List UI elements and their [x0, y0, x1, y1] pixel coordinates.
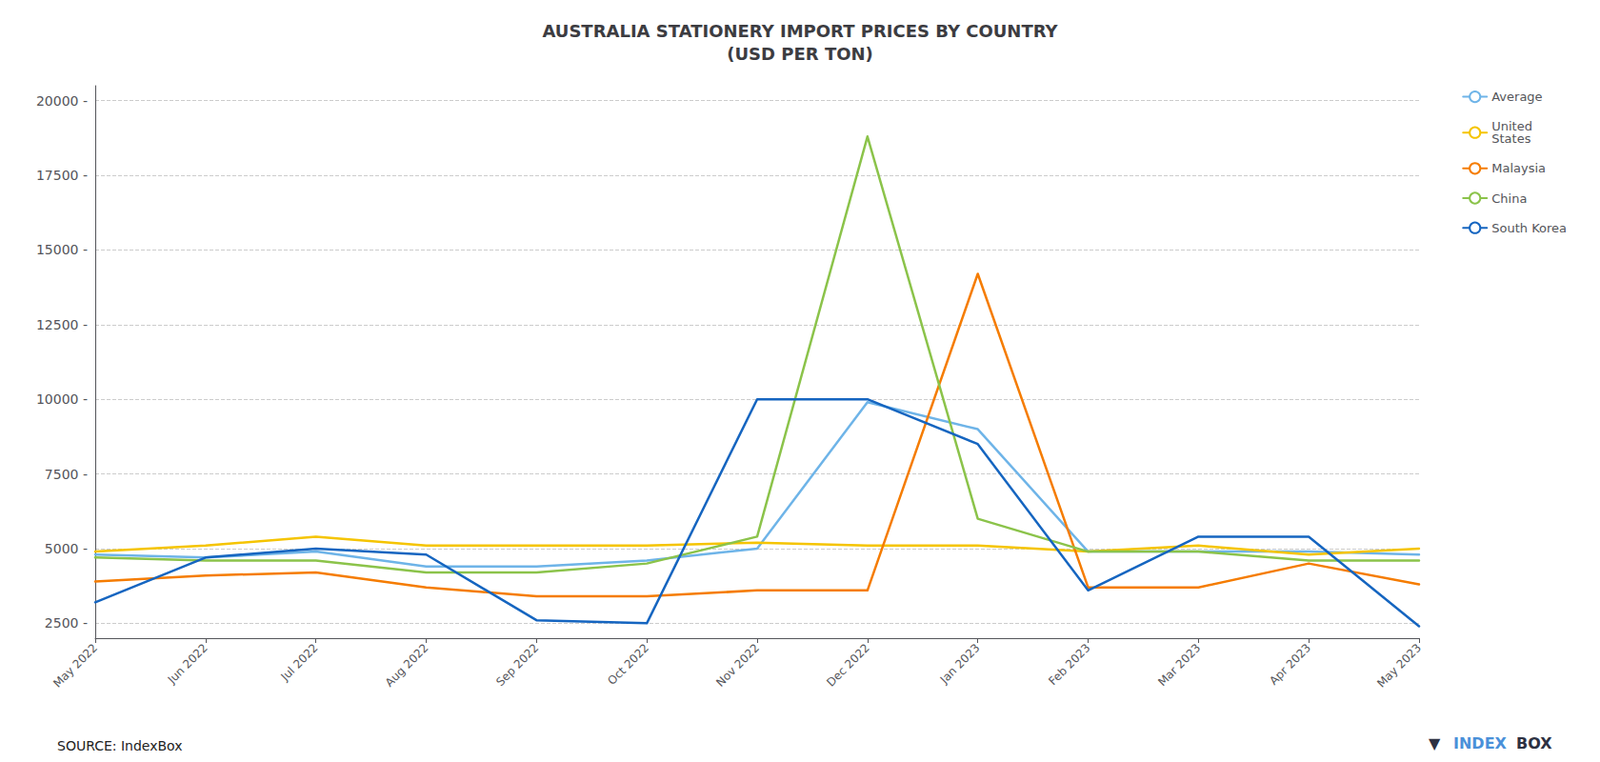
svg-text:Apr 2023: Apr 2023	[1266, 640, 1314, 688]
svg-text:INDEX: INDEX	[1453, 734, 1508, 753]
svg-text:10000 -: 10000 -	[36, 391, 88, 407]
svg-text:China: China	[1491, 191, 1527, 206]
svg-text:Mar 2023: Mar 2023	[1155, 640, 1203, 689]
svg-text:Oct 2022: Oct 2022	[604, 640, 652, 688]
svg-text:5000 -: 5000 -	[44, 540, 88, 557]
svg-text:May 2022: May 2022	[50, 640, 100, 691]
svg-text:Nov 2022: Nov 2022	[713, 640, 762, 690]
svg-text:7500 -: 7500 -	[44, 466, 88, 482]
svg-text:United: United	[1491, 119, 1533, 134]
svg-text:Malaysia: Malaysia	[1491, 160, 1546, 176]
svg-text:20000 -: 20000 -	[36, 93, 88, 109]
svg-text:Jul 2022: Jul 2022	[278, 640, 321, 684]
svg-text:Jan 2023: Jan 2023	[937, 640, 983, 687]
svg-text:South Korea: South Korea	[1491, 220, 1567, 236]
svg-text:BOX: BOX	[1516, 734, 1553, 753]
svg-text:2500 -: 2500 -	[44, 615, 88, 631]
svg-text:Feb 2023: Feb 2023	[1045, 640, 1093, 688]
svg-text:Average: Average	[1491, 89, 1542, 104]
svg-text:Jun 2022: Jun 2022	[164, 640, 211, 687]
svg-text:▼: ▼	[1428, 734, 1441, 753]
svg-text:15000 -: 15000 -	[36, 241, 88, 258]
svg-text:SOURCE: IndexBox: SOURCE: IndexBox	[57, 738, 183, 754]
svg-text:(USD PER TON): (USD PER TON)	[726, 43, 874, 64]
svg-text:May 2023: May 2023	[1374, 640, 1424, 691]
svg-text:States: States	[1491, 131, 1531, 146]
svg-text:12500 -: 12500 -	[36, 317, 88, 333]
svg-text:AUSTRALIA STATIONERY IMPORT PR: AUSTRALIA STATIONERY IMPORT PRICES BY CO…	[541, 20, 1059, 41]
svg-text:Dec 2022: Dec 2022	[823, 640, 873, 690]
svg-text:Sep 2022: Sep 2022	[493, 640, 541, 689]
svg-text:17500 -: 17500 -	[36, 167, 88, 183]
svg-text:Aug 2022: Aug 2022	[382, 640, 432, 690]
